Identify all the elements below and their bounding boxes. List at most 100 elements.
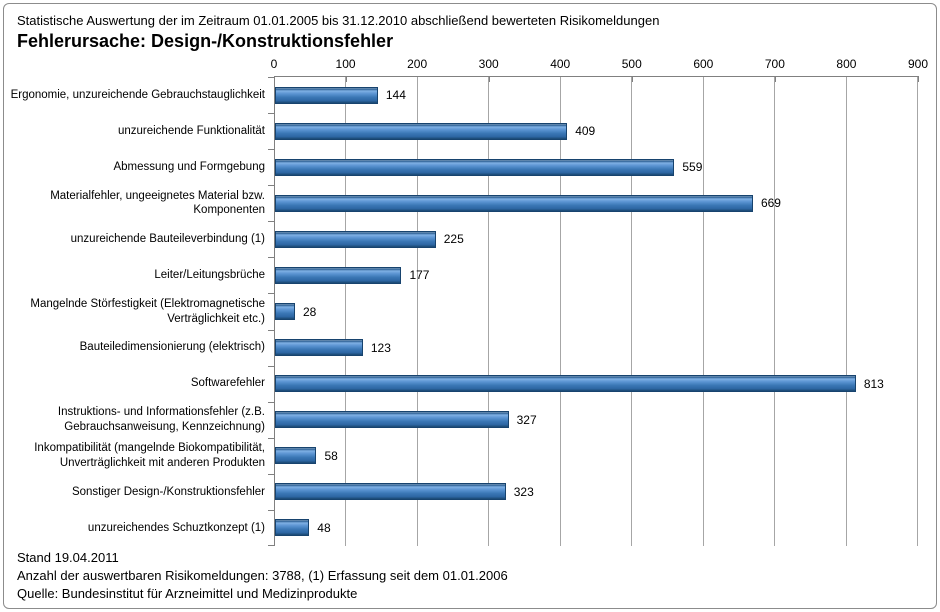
category-axis-labels: Ergonomie, unzureichende Gebrauchstaugli… [6, 53, 274, 546]
category-axis-tick [268, 509, 275, 511]
bar-row: 48 [275, 510, 918, 546]
bar-value-label: 327 [516, 412, 537, 427]
category-label: Bauteiledimensionierung (elektrisch) [79, 341, 265, 354]
gridline [917, 77, 918, 546]
gridline [631, 77, 633, 546]
category-axis-tick [268, 113, 275, 115]
bar [275, 122, 568, 140]
x-axis-tick-label: 0 [270, 57, 278, 71]
x-axis-tick-label: 200 [407, 57, 428, 71]
category-label: unzureichendes Schuztkonzept (1) [87, 521, 265, 534]
category-axis-tick [268, 149, 275, 151]
bar [275, 375, 856, 393]
bar-value-label: 669 [760, 196, 781, 211]
category-label: Mangelnde Störfestigkeit (Elektromagneti… [30, 298, 265, 325]
bar-row: 813 [275, 366, 918, 402]
x-axis-tick-label: 400 [550, 57, 571, 71]
category-axis-tick [268, 185, 275, 187]
footer-anzahl: Anzahl der auswertbaren Risikomeldungen:… [17, 568, 508, 583]
x-axis-tick [918, 76, 919, 82]
chart-title: Fehlerursache: Design-/Konstruktionsfehl… [17, 31, 394, 51]
category-label: unzureichende Bauteileverbindung (1) [70, 233, 265, 246]
plot-column: 0 100 200 300 400 500 600 700 800 900 144 409 559 66… [268, 53, 928, 546]
bar-value-label: 177 [409, 268, 430, 283]
category-axis-tick [268, 221, 275, 223]
bar-value-label: 559 [682, 160, 703, 175]
bar [275, 411, 509, 429]
footer-stand: Stand 19.04.2011 [17, 550, 119, 565]
x-axis-tick-label: 100 [335, 57, 356, 71]
bar [275, 86, 378, 104]
bar-row: 177 [275, 257, 918, 293]
footer-quelle: Quelle: Bundesinstitut für Arzneimittel … [17, 586, 358, 601]
category-axis-tick [268, 545, 275, 546]
bar [275, 339, 363, 357]
gridline [559, 77, 561, 546]
chart-header: Statistische Auswertung der im Zeitraum … [4, 4, 936, 53]
gridline [774, 77, 776, 546]
x-axis-tick-label: 500 [621, 57, 642, 71]
category-label: Softwarefehler [190, 377, 265, 390]
chart-area-frame: Statistische Auswertung der im Zeitraum … [3, 3, 937, 609]
bar [275, 266, 402, 284]
x-axis-tick [703, 76, 705, 82]
category-label: Abmessung und Formgebung [113, 161, 265, 173]
category-label: Sonstiger Design-/Konstruktionsfehler [71, 485, 265, 498]
gridline [416, 77, 418, 546]
x-axis-tick-label: 600 [693, 57, 714, 71]
bar [275, 303, 295, 320]
bar-value-label: 813 [863, 376, 884, 391]
gridline [488, 77, 490, 546]
gridline [345, 77, 347, 546]
x-axis-tick-label: 900 [907, 57, 929, 71]
bar [275, 194, 753, 212]
bar-value-label: 144 [385, 88, 406, 103]
category-label: Leiter/Leitungsbrüche [154, 269, 265, 282]
x-axis-tick-label: 700 [764, 57, 785, 71]
category-label: unzureichende Funktionalität [117, 124, 265, 137]
x-axis-tick [631, 76, 633, 82]
bar-value-label: 323 [513, 484, 534, 499]
x-axis-tick-label: 300 [478, 57, 499, 71]
bar-value-label: 48 [317, 520, 331, 535]
bar-row: 327 [275, 402, 918, 438]
category-axis-tick [268, 473, 275, 475]
bar-row: 409 [275, 113, 918, 149]
x-axis-tick-label: 800 [836, 57, 857, 71]
plot-area: 144 409 559 669 225 177 28 123 813 327 58 323 48 [268, 77, 918, 546]
category-axis-tick [268, 365, 275, 367]
bar-row: 559 [275, 149, 918, 185]
bar [275, 158, 675, 176]
category-axis-tick [268, 437, 275, 439]
chart-subtitle: Statistische Auswertung der im Zeitraum … [17, 13, 660, 28]
category-axis-tick [268, 401, 275, 403]
bar [275, 483, 506, 501]
bar-value-label: 123 [370, 340, 391, 355]
category-axis-tick [268, 329, 275, 331]
bar-chart: Ergonomie, unzureichende Gebrauchstaugli… [6, 53, 928, 546]
bar [275, 230, 436, 248]
bar-row: 669 [275, 185, 918, 221]
category-axis-tick [268, 293, 275, 295]
bar-row: 28 [275, 293, 918, 329]
bar-row: 123 [275, 330, 918, 366]
bar-value-label: 28 [303, 304, 317, 319]
bar-value-label: 409 [575, 124, 596, 139]
bar-value-label: 58 [324, 448, 338, 463]
bar-row: 323 [275, 474, 918, 510]
category-label: Ergonomie, unzureichende Gebrauchstaugli… [10, 88, 265, 101]
chart-footer: Stand 19.04.2011 Anzahl der auswertbaren… [4, 546, 936, 603]
category-label: Materialfehler, ungeeignetes Material bz… [50, 189, 265, 217]
x-axis: 0 100 200 300 400 500 600 700 800 900 [270, 53, 928, 82]
bar-row: 144 [275, 77, 918, 113]
x-axis-tick [846, 76, 848, 82]
category-axis-tick [268, 257, 275, 259]
bar-row: 58 [275, 438, 918, 474]
bar [275, 447, 317, 465]
bar-value-label: 225 [443, 232, 464, 247]
x-axis-tick [774, 76, 776, 82]
bar [275, 519, 310, 537]
category-label: Instruktions- und Informationsfehler (z.… [57, 406, 265, 433]
bar-row: 225 [275, 221, 918, 257]
gridline [845, 77, 847, 546]
